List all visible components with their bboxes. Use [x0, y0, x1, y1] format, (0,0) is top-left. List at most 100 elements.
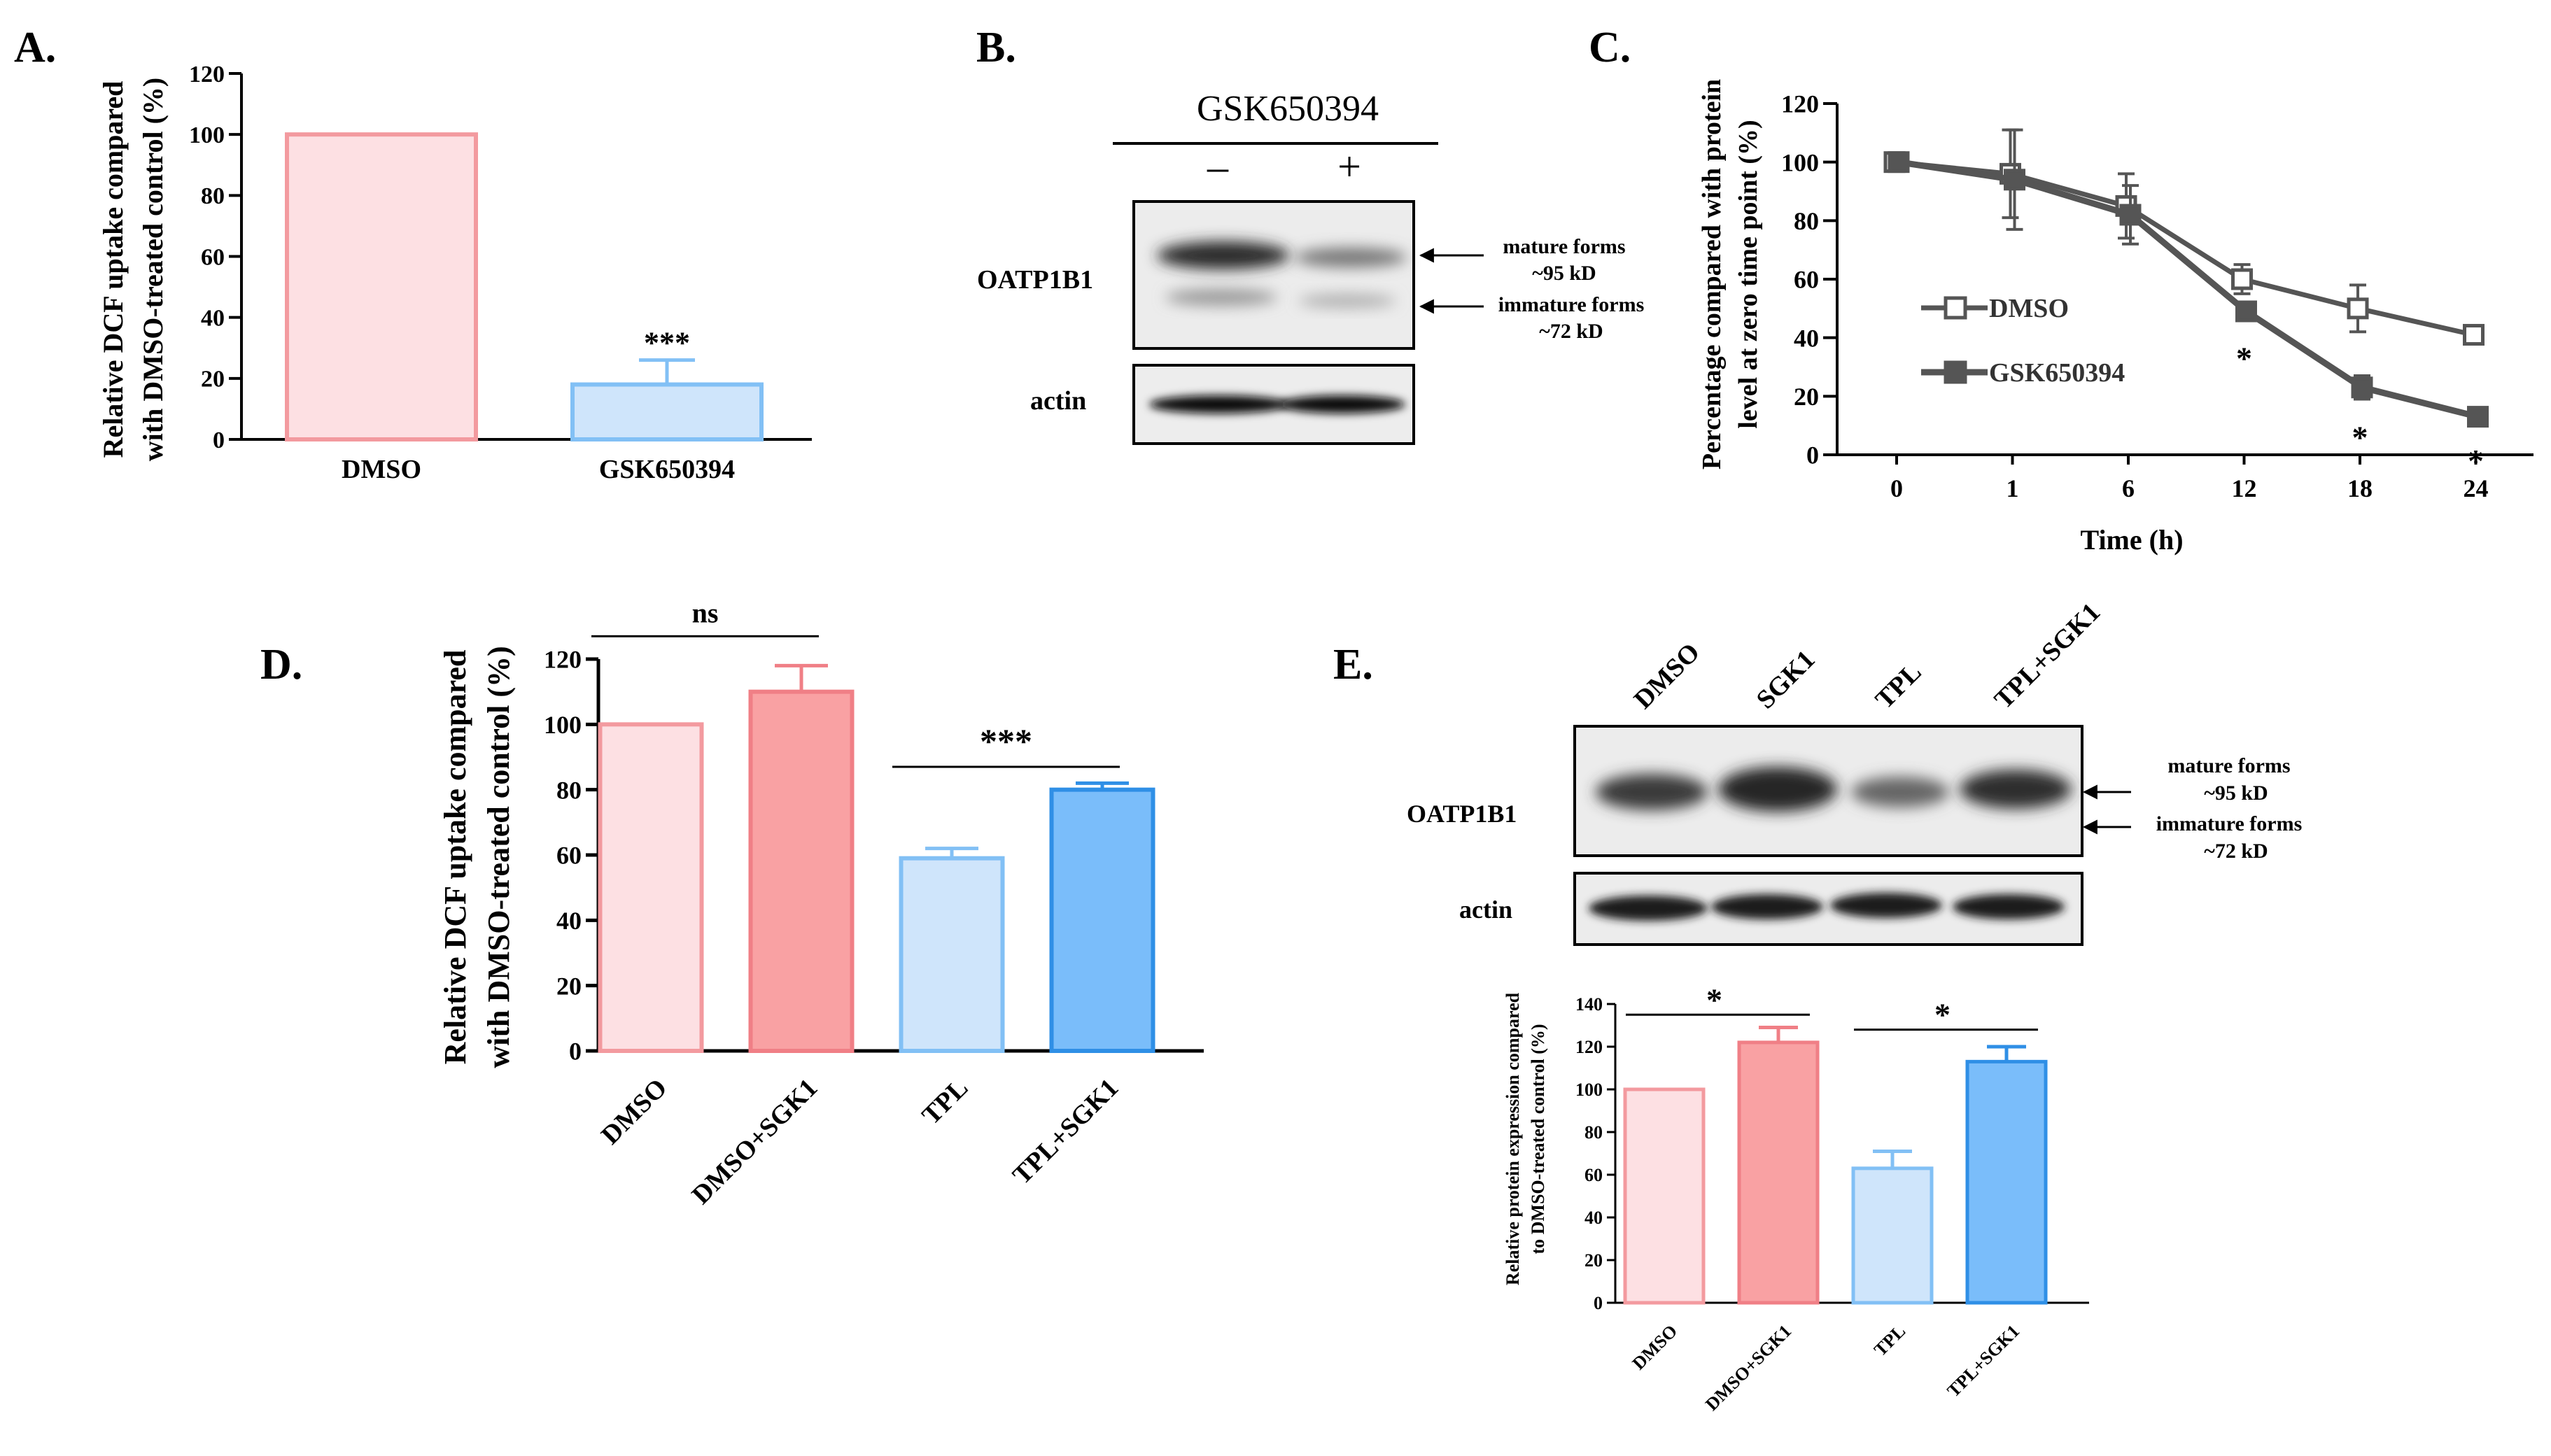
blot-e-actin-dmso	[1589, 896, 1708, 921]
chart-c-y-tick-label: 60	[1794, 266, 1819, 294]
chart-e-bar	[1623, 1087, 1706, 1305]
chart-c-point	[2119, 204, 2142, 226]
blot-e-row-actin: actin	[1459, 896, 1512, 924]
chart-a-x-tick-label: DMSO	[342, 455, 421, 484]
panel-d: D. Relative DCF uptake compared with DMS…	[260, 597, 1204, 1210]
chart-a-y-tick-label: 100	[189, 122, 225, 148]
blot-e-oatp1b1-membrane	[1573, 725, 2083, 857]
chart-d-y-tick-label: 60	[556, 842, 582, 870]
chart-c-series-line	[1894, 160, 2475, 337]
chart-a-bar	[285, 132, 478, 442]
chart-d-bar	[748, 689, 855, 1053]
chart-c-x-tick-label: 0	[1890, 474, 1903, 502]
chart-e-y-tick-label: 60	[1584, 1165, 1603, 1185]
chart-e-y-tick-label: 0	[1594, 1293, 1603, 1313]
blot-b-row-actin: actin	[1030, 386, 1086, 416]
panel-d-ylabel-2: with DMSO-treated control (%)	[482, 646, 516, 1068]
chart-d-bar	[1049, 787, 1155, 1053]
panel-b-letter: B.	[976, 24, 1016, 71]
chart-d-comparison-label: ***	[980, 721, 1032, 761]
chart-d-y-tick-label: 100	[544, 711, 582, 739]
panel-c-ylabel-2: level at zero time point (%)	[1734, 120, 1763, 428]
chart-e-y-tick-label: 100	[1575, 1080, 1603, 1100]
blot-b-mature-label: mature forms	[1503, 235, 1625, 258]
chart-c-series-line	[1898, 159, 2479, 420]
chart-c-significance: *	[2468, 443, 2484, 479]
blot-e-band-tpl-sgk1	[1960, 770, 2072, 809]
blot-b-oatp1b1-membrane	[1132, 200, 1415, 350]
chart-e-x-tick-label: DMSO+SGK1	[1701, 1321, 1795, 1415]
blot-b-band-actin-plus	[1279, 395, 1405, 414]
blot-e-actin-sgk1	[1711, 894, 1823, 919]
chart-a-y-tick-label: 40	[201, 306, 225, 332]
blot-e-mature-size: ~95 kD	[2204, 782, 2268, 805]
panel-d-letter: D.	[260, 641, 302, 688]
panel-e: E. DMSO SGK1 TPL TPL+SGK1 OATP1B1 actin …	[1333, 598, 2302, 1415]
blot-e-actin-membrane	[1573, 872, 2083, 946]
panel-a-ylabel-1: Relative DCF uptake compared	[97, 81, 129, 458]
chart-d-y-tick-label: 80	[556, 776, 582, 804]
panel-a-letter: A.	[14, 24, 56, 71]
chart-e-y-tick-label: 20	[1584, 1250, 1603, 1271]
blot-e-band-dmso	[1596, 774, 1708, 810]
chart-a-y-tick-label: 60	[201, 244, 225, 270]
panel-c: C. Percentage compared with protein leve…	[1589, 24, 2534, 556]
blot-b-band-actin-minus	[1149, 395, 1289, 414]
chart-c-y-tick-label: 80	[1794, 207, 1819, 235]
blot-e-actin-tpl-sgk1	[1953, 894, 2065, 919]
blot-e-mature-label: mature forms	[2167, 754, 2290, 777]
chart-c-point	[2004, 169, 2025, 191]
chart-c-significance: *	[2352, 420, 2368, 455]
chart-a-bar	[570, 382, 764, 441]
blot-e-lane-dmso: DMSO	[1629, 637, 1706, 714]
chart-c-legend-label: GSK650394	[1989, 358, 2125, 388]
blot-b-band-immature-minus	[1165, 289, 1277, 306]
chart-c-point	[1888, 151, 1910, 174]
chart-d-x-tick-label: TPL	[916, 1073, 974, 1131]
chart-a-significance: ***	[644, 326, 690, 360]
chart-c-y-tick-label: 20	[1794, 383, 1819, 411]
chart-c-significance: *	[2236, 341, 2252, 376]
chart-e-x-tick-label: DMSO	[1629, 1321, 1682, 1374]
blot-e-immature-size: ~72 kD	[2204, 840, 2268, 863]
chart-c-point	[2463, 323, 2485, 346]
chart-d-y-tick-label: 20	[556, 972, 582, 1000]
chart-d-y-tick-label: 40	[556, 907, 582, 935]
blot-b-immature-label: immature forms	[1498, 293, 1645, 316]
chart-c-y-tick-label: 120	[1781, 90, 1819, 118]
chart-c-x-tick-label: 6	[2122, 474, 2135, 502]
chart-a-y-tick-label: 20	[201, 367, 225, 393]
blot-b-immature-size: ~72 kD	[1539, 320, 1603, 343]
panel-d-ylabel-1: Relative DCF uptake compared	[438, 650, 472, 1065]
chart-c-point	[2235, 300, 2257, 323]
chart-d-x-tick-label: DMSO+SGK1	[687, 1073, 824, 1210]
chart-d-bar	[598, 722, 704, 1054]
blot-b-band-immature-plus	[1298, 294, 1396, 308]
blot-e-lane-sgk1: SGK1	[1751, 644, 1821, 714]
panel-c-ylabel-1: Percentage compared with protein	[1697, 79, 1727, 469]
chart-e-x-tick-label: TPL+SGK1	[1943, 1321, 2023, 1401]
chart-d-x-tick-label: TPL+SGK1	[1007, 1073, 1124, 1190]
chart-d: 0 20 40 60 80 100 120 DMSO DMSO+SGK1 TPL TPL+SGK1 n…	[544, 597, 1204, 1210]
chart-c-y-tick-label: 100	[1781, 148, 1819, 176]
chart-c-point	[2467, 406, 2489, 428]
chart-d-bar	[899, 856, 1005, 1053]
chart-e: 0 20 40 60 80 100 120 140 DMSO DMSO+SGK1 TPL TPL+SG…	[1575, 982, 2089, 1415]
blot-b-lane-plus: +	[1337, 143, 1361, 190]
chart-e-comparison-label: *	[1934, 997, 1951, 1033]
chart-d-x-tick-label: DMSO	[596, 1073, 673, 1150]
chart-e-y-tick-label: 80	[1584, 1122, 1603, 1143]
panel-a: A. Relative DCF uptake compared with DMS…	[14, 24, 812, 484]
chart-e-y-tick-label: 140	[1575, 994, 1603, 1015]
chart-d-y-tick-label: 0	[569, 1038, 582, 1066]
chart-e-bar	[1737, 1040, 1820, 1305]
panel-e-letter: E.	[1333, 641, 1373, 688]
blot-b-band-mature-plus	[1295, 248, 1407, 267]
chart-c-point	[2347, 297, 2369, 320]
blot-e-lane-tpl: TPL	[1870, 657, 1927, 714]
chart-e-comparison-label: *	[1706, 982, 1722, 1017]
chart-d-y-tick-label: 120	[544, 646, 582, 674]
panel-e-ylabel-1: Relative protein expression compared	[1503, 992, 1523, 1285]
chart-c-legend-label: DMSO	[1989, 294, 2069, 323]
